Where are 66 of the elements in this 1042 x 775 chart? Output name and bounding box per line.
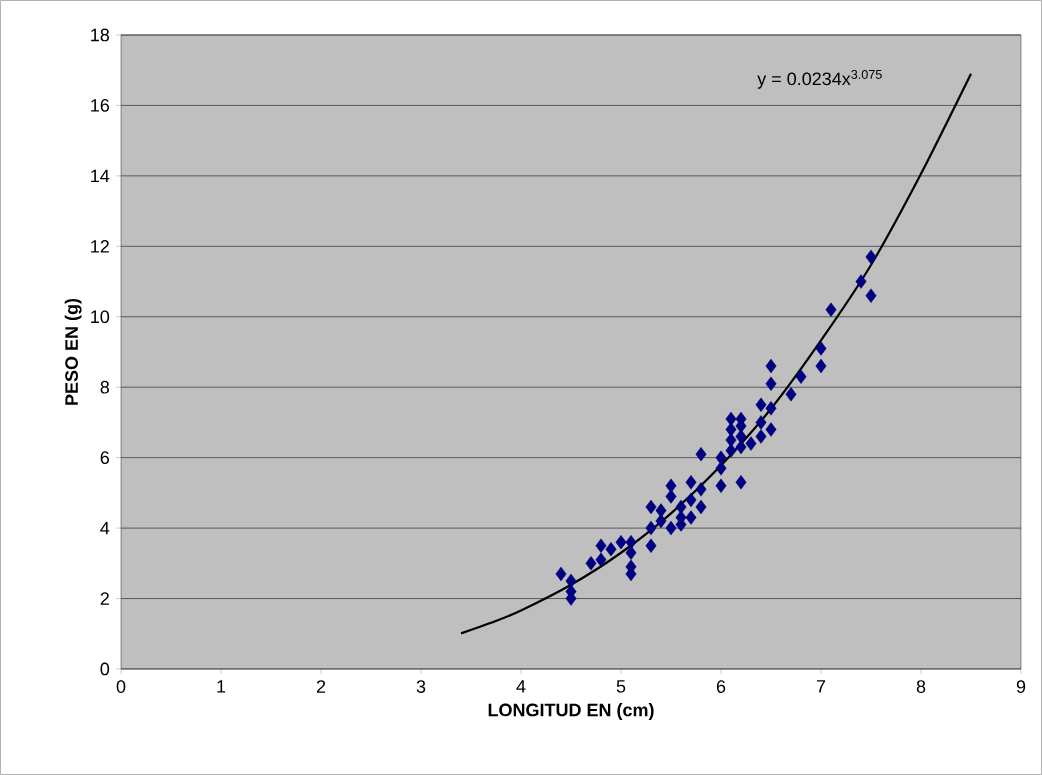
point bbox=[585, 556, 597, 571]
point bbox=[665, 489, 677, 504]
point bbox=[735, 475, 747, 490]
point bbox=[855, 274, 867, 289]
point bbox=[645, 538, 657, 553]
point bbox=[765, 358, 777, 374]
point bbox=[655, 513, 667, 529]
y-tick-label: 2 bbox=[100, 592, 109, 605]
point bbox=[765, 376, 777, 391]
y-axis-title: PESO EN (g) bbox=[64, 298, 82, 405]
y-tick-label: 16 bbox=[91, 99, 110, 112]
point bbox=[665, 520, 677, 536]
point bbox=[555, 566, 567, 582]
y-tick-label: 18 bbox=[91, 28, 110, 42]
y-tick-label: 12 bbox=[91, 240, 109, 253]
point bbox=[645, 499, 657, 515]
y-tick-label: 14 bbox=[91, 169, 110, 183]
y-tick-label: 4 bbox=[100, 521, 110, 535]
x-tick-label: 5 bbox=[616, 680, 626, 693]
point bbox=[685, 492, 697, 508]
y-tick-label: 0 bbox=[100, 662, 110, 676]
y-tick-label: 8 bbox=[100, 380, 110, 394]
x-tick-label: 8 bbox=[916, 680, 926, 693]
x-tick-label: 3 bbox=[416, 680, 426, 693]
point bbox=[815, 358, 827, 374]
point bbox=[765, 401, 777, 416]
point bbox=[695, 499, 707, 515]
point bbox=[755, 429, 767, 444]
y-tick-label: 10 bbox=[91, 310, 110, 324]
point bbox=[865, 249, 877, 265]
point bbox=[765, 422, 777, 437]
point bbox=[645, 520, 657, 536]
point bbox=[695, 446, 707, 462]
point bbox=[755, 415, 767, 430]
x-tick-label: 2 bbox=[316, 680, 326, 693]
point bbox=[815, 341, 827, 356]
point bbox=[755, 397, 767, 413]
point bbox=[715, 478, 727, 494]
point bbox=[735, 439, 747, 455]
point bbox=[595, 552, 607, 567]
x-tick-label: 4 bbox=[516, 680, 526, 693]
point bbox=[595, 538, 607, 553]
point bbox=[715, 461, 727, 476]
point bbox=[695, 482, 707, 497]
point bbox=[655, 503, 667, 518]
y-tick-label: 6 bbox=[100, 451, 110, 465]
x-tick-label: 1 bbox=[217, 680, 226, 693]
x-tick-label: 6 bbox=[716, 680, 726, 693]
point bbox=[745, 436, 757, 451]
point bbox=[825, 302, 837, 317]
point bbox=[795, 369, 807, 384]
x-tick-label: 9 bbox=[1016, 680, 1026, 693]
x-tick-label: 0 bbox=[116, 680, 126, 693]
point bbox=[685, 475, 697, 490]
annotation: y = 0.0234x$^{3.075}$ bbox=[757, 69, 882, 89]
line-series bbox=[459, 72, 973, 635]
point bbox=[725, 443, 737, 458]
point bbox=[605, 542, 617, 557]
x-axis-title: LONGITUD EN (cm) bbox=[488, 703, 654, 720]
point bbox=[785, 387, 797, 402]
x-tick-label: 7 bbox=[816, 680, 826, 693]
point bbox=[685, 510, 697, 525]
point bbox=[865, 288, 877, 303]
point bbox=[725, 422, 737, 437]
point bbox=[625, 545, 637, 560]
point bbox=[615, 534, 627, 550]
